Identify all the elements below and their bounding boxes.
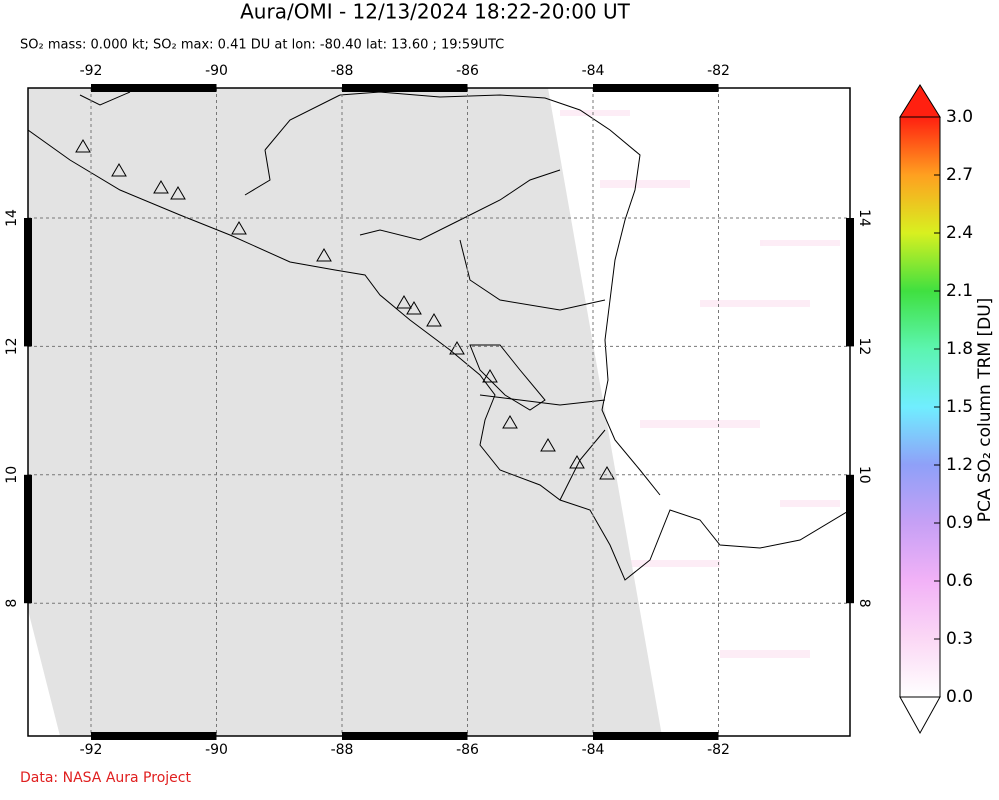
coastline xyxy=(28,91,850,581)
colorbar-label: 0.0 xyxy=(946,687,973,707)
lat-label: 10 xyxy=(856,466,872,484)
credit: Data: NASA Aura Project xyxy=(20,770,191,786)
colorbar-label: 2.1 xyxy=(946,281,973,301)
frame-tick xyxy=(342,732,468,740)
colorbar-label: 1.5 xyxy=(946,397,973,417)
lat-label: 10 xyxy=(4,466,20,484)
lon-label: -88 xyxy=(331,742,354,758)
colorbar-label: 1.8 xyxy=(946,339,973,359)
colorbar-label: 2.4 xyxy=(946,223,973,243)
lat-label: 8 xyxy=(4,599,20,608)
frame-tick xyxy=(91,732,217,740)
colorbar-min-arrow xyxy=(899,696,941,735)
lon-label: -84 xyxy=(582,63,605,79)
colorbar: 0.0 0.3 0.6 0.9 1.2 1.5 1.8 2.1 2.4 2.7 3.0 PCA SO… xyxy=(899,84,995,735)
frame-tick xyxy=(24,218,32,347)
volcanoes xyxy=(75,139,615,480)
lon-label: -92 xyxy=(80,63,103,79)
lat-label: 14 xyxy=(4,209,20,227)
graticule xyxy=(28,88,850,736)
colorbar-label: 0.3 xyxy=(946,629,973,649)
frame-tick xyxy=(342,84,468,92)
title: Aura/OMI - 12/13/2024 18:22-20:00 UT xyxy=(240,0,631,24)
map-axes: -92 -92 -90 -90 -88 -88 -86 -86 -84 -84 -82 -82 14 14… xyxy=(4,63,872,758)
frame-tick xyxy=(24,474,32,604)
coastline xyxy=(339,91,661,496)
lat-label: 12 xyxy=(856,337,872,355)
lon-label: -82 xyxy=(707,63,730,79)
frame-tick xyxy=(593,84,719,92)
no-data-swath xyxy=(28,88,662,736)
lon-label: -86 xyxy=(456,742,479,758)
map xyxy=(28,88,850,736)
lon-label: -86 xyxy=(456,63,479,79)
colorbar-label: 0.6 xyxy=(946,571,973,591)
lon-label: -90 xyxy=(205,742,228,758)
colorbar-label: 3.0 xyxy=(946,107,973,127)
so2-pixels xyxy=(560,110,840,658)
lon-label: -88 xyxy=(331,63,354,79)
colorbar-label: 1.2 xyxy=(946,455,973,475)
colorbar-label: 2.7 xyxy=(946,165,973,185)
lake xyxy=(469,344,546,411)
lat-label: 8 xyxy=(856,599,872,608)
frame-tick xyxy=(593,732,719,740)
colorbar-max-arrow xyxy=(899,84,941,118)
colorbar-label: 0.9 xyxy=(946,513,973,533)
lon-label: -84 xyxy=(582,742,605,758)
subtitle: SO₂ mass: 0.000 kt; SO₂ max: 0.41 DU at … xyxy=(20,38,504,53)
lon-label: -82 xyxy=(707,742,730,758)
colorbar-title: PCA SO₂ column TRM [DU] xyxy=(975,298,995,523)
frame-tick xyxy=(91,84,217,92)
lat-label: 14 xyxy=(856,209,872,227)
frame-tick xyxy=(846,474,854,604)
lat-label: 12 xyxy=(4,337,20,355)
lon-label: -90 xyxy=(205,63,228,79)
frame-tick xyxy=(846,218,854,347)
lon-label: -92 xyxy=(80,742,103,758)
border xyxy=(244,94,606,501)
